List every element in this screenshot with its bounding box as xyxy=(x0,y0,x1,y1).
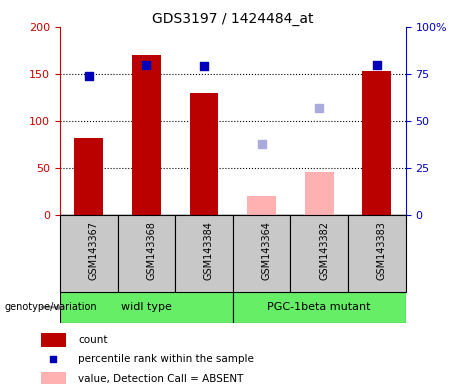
Text: count: count xyxy=(78,335,108,345)
Bar xyxy=(41,333,66,347)
Point xyxy=(50,356,57,362)
Bar xyxy=(233,292,406,323)
Point xyxy=(85,73,92,79)
Bar xyxy=(41,372,66,384)
Bar xyxy=(74,138,103,215)
Text: GSM143383: GSM143383 xyxy=(377,221,387,280)
Text: GSM143368: GSM143368 xyxy=(146,221,156,280)
Text: GSM143367: GSM143367 xyxy=(89,221,99,280)
Title: GDS3197 / 1424484_at: GDS3197 / 1424484_at xyxy=(152,12,313,26)
Bar xyxy=(60,292,233,323)
Text: genotype/variation: genotype/variation xyxy=(5,302,97,312)
Bar xyxy=(247,196,276,215)
Point xyxy=(373,61,381,68)
Point xyxy=(142,61,150,68)
Point xyxy=(315,105,323,111)
Text: GSM143384: GSM143384 xyxy=(204,221,214,280)
Bar xyxy=(60,215,118,292)
Point xyxy=(200,63,207,70)
Bar xyxy=(290,215,348,292)
Text: GSM143364: GSM143364 xyxy=(262,221,272,280)
Text: value, Detection Call = ABSENT: value, Detection Call = ABSENT xyxy=(78,374,244,384)
Bar xyxy=(305,172,334,215)
Bar xyxy=(348,215,406,292)
Text: percentile rank within the sample: percentile rank within the sample xyxy=(78,354,254,364)
Bar xyxy=(132,55,161,215)
Bar xyxy=(118,215,175,292)
Text: PGC-1beta mutant: PGC-1beta mutant xyxy=(267,302,371,312)
Text: widl type: widl type xyxy=(121,302,172,312)
Bar xyxy=(189,93,219,215)
Bar xyxy=(175,215,233,292)
Point xyxy=(258,141,266,147)
Bar xyxy=(362,71,391,215)
Bar xyxy=(233,215,290,292)
Text: GSM143382: GSM143382 xyxy=(319,221,329,280)
